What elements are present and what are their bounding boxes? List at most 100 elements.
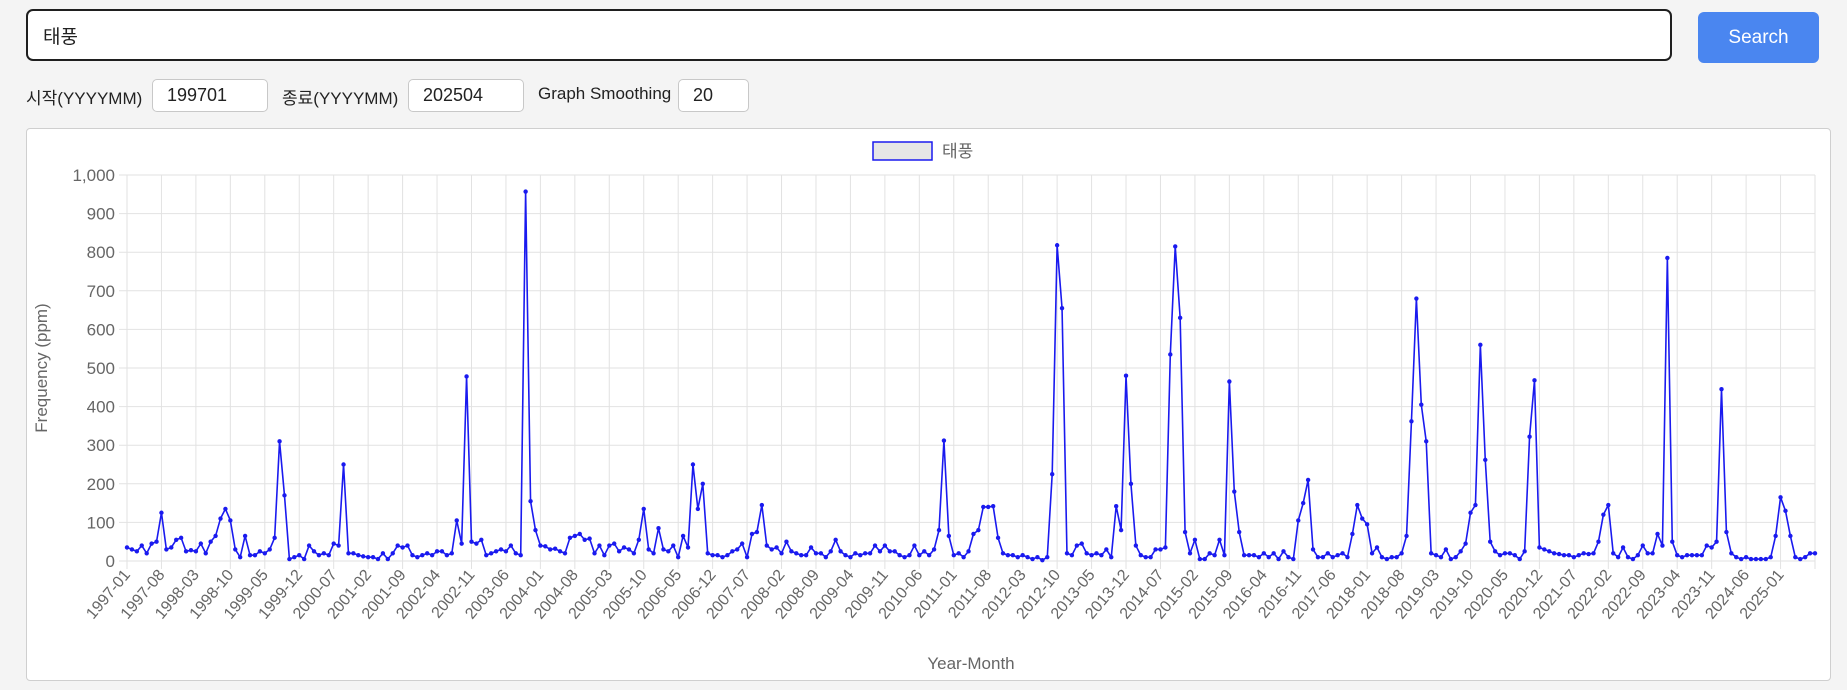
data-point <box>1158 547 1163 552</box>
data-point <box>356 553 361 558</box>
data-point <box>1148 554 1153 560</box>
data-point <box>1025 554 1030 560</box>
data-point <box>410 553 415 558</box>
data-point <box>1438 554 1444 560</box>
data-point <box>169 545 174 550</box>
data-point <box>1640 543 1645 548</box>
data-point <box>1404 533 1409 539</box>
data-point <box>1709 545 1714 550</box>
data-point <box>1492 549 1498 554</box>
data-point <box>907 553 912 558</box>
data-point <box>375 556 381 562</box>
data-point <box>1138 553 1143 558</box>
data-point <box>1601 512 1606 517</box>
data-point <box>1015 554 1020 560</box>
data-point <box>1748 556 1754 562</box>
data-point <box>651 551 656 556</box>
data-point <box>1163 545 1168 550</box>
data-point <box>508 543 514 548</box>
data-point <box>946 533 952 539</box>
data-point <box>710 553 715 558</box>
data-point <box>794 551 799 556</box>
data-point <box>370 554 376 560</box>
data-point <box>1084 551 1089 556</box>
end-date-field[interactable] <box>408 79 524 112</box>
data-point <box>1591 551 1596 556</box>
data-point <box>685 545 691 550</box>
y-tick-label: 900 <box>87 205 115 224</box>
data-point <box>1094 551 1099 556</box>
data-point <box>1123 373 1129 378</box>
data-point <box>1719 387 1724 392</box>
search-button[interactable]: Search <box>1698 12 1819 63</box>
data-point <box>966 549 971 554</box>
data-point <box>1689 553 1695 558</box>
data-point <box>1576 553 1581 558</box>
data-point <box>193 549 199 554</box>
smoothing-label: Graph Smoothing <box>538 84 672 103</box>
y-tick-label: 100 <box>87 513 115 532</box>
data-point <box>306 543 312 548</box>
start-date-label: 시작(YYYYMM) <box>26 89 143 108</box>
data-point <box>233 547 238 552</box>
data-point <box>1409 419 1414 424</box>
data-point <box>1281 549 1286 554</box>
data-point <box>1305 477 1311 483</box>
data-point <box>272 535 277 541</box>
data-point <box>361 554 366 559</box>
data-point <box>1433 553 1439 558</box>
data-point <box>237 554 243 560</box>
data-point <box>582 537 587 542</box>
data-point <box>1802 554 1808 560</box>
data-point <box>661 547 666 552</box>
data-point <box>774 545 779 550</box>
data-point <box>1788 533 1793 539</box>
data-point <box>1261 551 1267 556</box>
data-point <box>1522 549 1527 554</box>
data-point <box>1635 553 1641 558</box>
data-point <box>1040 558 1045 563</box>
data-point <box>1128 481 1134 486</box>
data-point <box>301 556 307 562</box>
data-point <box>887 549 892 554</box>
data-point <box>164 547 169 552</box>
data-point <box>981 504 986 510</box>
data-point <box>1497 553 1503 558</box>
data-point <box>1551 551 1557 556</box>
data-point <box>1753 556 1759 562</box>
data-point <box>1030 556 1035 562</box>
data-point <box>1615 554 1621 560</box>
data-point <box>1478 342 1483 348</box>
data-point <box>858 553 863 558</box>
y-tick-label: 1,000 <box>72 166 115 185</box>
data-point <box>459 541 464 546</box>
start-date-field[interactable] <box>152 79 268 112</box>
data-point <box>1650 551 1655 556</box>
data-point <box>1468 510 1473 515</box>
data-point <box>1177 315 1183 321</box>
data-point <box>926 553 932 558</box>
data-point <box>931 547 937 552</box>
data-point <box>1714 539 1719 544</box>
data-point <box>1532 378 1537 383</box>
y-tick-label: 200 <box>87 475 115 494</box>
data-point <box>1286 554 1291 560</box>
data-point <box>1227 379 1232 384</box>
data-point <box>1793 554 1798 560</box>
data-point <box>961 554 966 560</box>
data-point <box>1443 547 1449 552</box>
data-point <box>808 545 814 550</box>
data-point <box>1675 553 1680 558</box>
data-point <box>646 547 651 552</box>
data-point <box>1458 549 1463 554</box>
data-point <box>124 545 130 550</box>
smoothing-field[interactable] <box>678 79 749 112</box>
data-point <box>1517 556 1522 562</box>
data-point <box>1571 554 1577 560</box>
data-point <box>1581 551 1586 556</box>
data-point <box>936 527 942 533</box>
search-input[interactable] <box>26 9 1672 61</box>
data-point <box>1561 553 1567 558</box>
data-point <box>1207 551 1212 556</box>
data-point <box>434 549 440 554</box>
